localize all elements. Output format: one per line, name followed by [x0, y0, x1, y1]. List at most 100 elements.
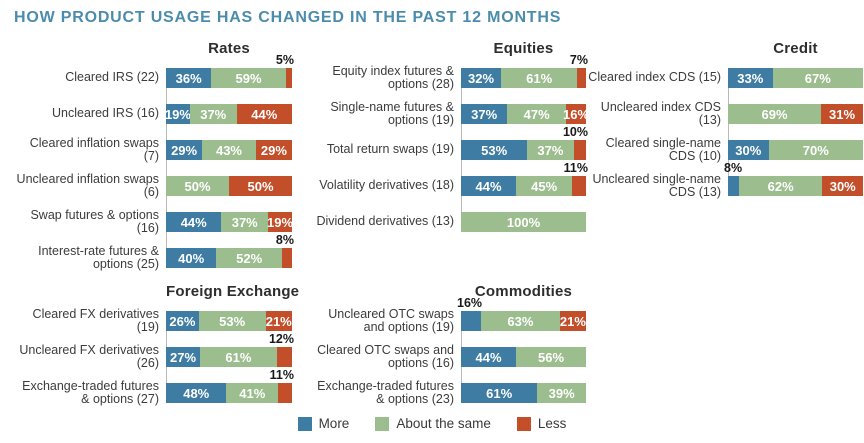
- bar-segment-less: 8%: [276, 233, 294, 268]
- bar-segment-less: 50%: [229, 176, 292, 196]
- bar-segment-about-the-same: 37%: [189, 104, 237, 124]
- bar-segment-more: 61%: [461, 383, 538, 403]
- segment-value-label: 37%: [537, 142, 564, 158]
- segment-value-label: 50%: [247, 178, 274, 194]
- bar-segment-more: 16%: [457, 296, 482, 331]
- segment-value-label: 53%: [481, 142, 508, 158]
- bar-segment-less: 11%: [564, 161, 588, 196]
- bar-category-label: Dividend derivatives (13): [316, 214, 454, 229]
- group-rows: Uncleared OTC swaps and options (19) 16% 6…: [311, 296, 586, 411]
- bar-segment-less: 10%: [563, 125, 588, 160]
- legend-item-less: Less: [516, 416, 567, 431]
- stacked-bar: 50% 50%: [166, 176, 292, 196]
- segment-value-label: 27%: [169, 349, 197, 365]
- bar-row: Single-name futures & options (19) 37% 47%…: [311, 96, 589, 132]
- stacked-bar: 30% 70%: [728, 140, 863, 160]
- bar-segment-about-the-same: 43%: [202, 140, 256, 160]
- segment-value-label: 10%: [562, 125, 588, 139]
- bar-category-label: Exchange-traded futures & options (27): [22, 378, 159, 406]
- bar-category-label: Cleared OTC swaps and options (16): [317, 342, 454, 370]
- segment-value-label: 62%: [767, 178, 794, 194]
- segment-value-label: 100%: [506, 214, 541, 230]
- bar-row: Uncleared OTC swaps and options (19) 16% 6…: [311, 296, 586, 339]
- segment-value-label: 45%: [531, 178, 558, 194]
- segment-value-label: 16%: [457, 296, 483, 310]
- chart-legend: More About the same Less: [0, 416, 864, 431]
- bar-row: Swap futures & options (16) 44% 37% 19%: [16, 204, 293, 240]
- bar-segment-more: 44%: [461, 347, 516, 367]
- stacked-bar: 27% 61% 12%: [166, 332, 294, 367]
- segment-value-label: 11%: [563, 161, 588, 175]
- segment-value-label: 39%: [548, 385, 575, 401]
- segment-value-label: 40%: [178, 250, 205, 266]
- bar-row: Cleared single-name CDS (10) 30% 70%: [578, 132, 863, 168]
- bar-segment-less: 19%: [267, 212, 293, 232]
- group-rows: Cleared IRS (22) 36% 59% 5% Uncleared IRS (1…: [16, 53, 294, 276]
- bar-row: Uncleared FX derivatives (26) 27% 61% 12%: [16, 332, 294, 375]
- segment-value-label: 30%: [829, 178, 856, 194]
- segment-value-label: 56%: [537, 349, 565, 365]
- bar-segment-about-the-same: 61%: [200, 347, 277, 367]
- segment-value-label: 8%: [724, 161, 743, 175]
- bar-segment-more: 53%: [461, 140, 528, 160]
- bar-row: Dividend derivatives (13) 100%: [311, 204, 586, 240]
- legend-item-about-the-same: About the same: [375, 416, 491, 431]
- segment-value-label: 37%: [231, 214, 258, 230]
- bar-row: Cleared FX derivatives (19) 26% 53% 21%: [16, 303, 292, 339]
- segment-value-label: 63%: [507, 313, 534, 329]
- bar-segment-about-the-same: 100%: [461, 212, 586, 232]
- group-title-equities: Equities: [493, 40, 554, 57]
- bar-segment-more: 40%: [166, 248, 217, 268]
- chart-group-foreign-exchange: Foreign Exchange Cleared FX derivatives (…: [16, 283, 299, 411]
- bar-segment-more: 30%: [728, 140, 769, 160]
- legend-item-more: More: [297, 416, 349, 431]
- segment-value-label: 53%: [219, 313, 246, 329]
- stacked-bar: 37% 47% 16%: [461, 104, 589, 124]
- bar-segment-more: 44%: [166, 212, 222, 232]
- stacked-bar: 61% 39%: [461, 383, 586, 403]
- bar-segment-more: 37%: [461, 104, 508, 124]
- stacked-bar: 16% 63% 21%: [457, 296, 586, 331]
- segment-value-label: 11%: [269, 368, 294, 382]
- bar-category-label: Cleared inflation swaps (7): [29, 135, 159, 163]
- bar-segment-more: 29%: [166, 140, 203, 160]
- legend-label: Less: [537, 416, 567, 431]
- bar-category-label: Cleared single-name CDS (10): [605, 135, 721, 163]
- bar-category-label: Total return swaps (19): [326, 142, 454, 157]
- bar-row: Uncleared single-name CDS (13) 8% 62% 30%: [578, 161, 863, 204]
- bar-row: Interest-rate futures & options (25) 40% 5…: [16, 233, 294, 276]
- bar-category-label: Swap futures & options (16): [30, 207, 159, 235]
- bar-segment-more: 19%: [164, 104, 191, 124]
- segment-value-label: 44%: [475, 178, 502, 194]
- bar-segment-about-the-same: 52%: [216, 248, 282, 268]
- bar-segment-less: 12%: [269, 332, 294, 367]
- bar-segment-less: 11%: [270, 368, 294, 403]
- bar-category-label: Equity index futures & options (28): [332, 63, 454, 91]
- bar-segment-more: 8%: [724, 161, 742, 196]
- stacked-bar: 53% 37% 10%: [461, 125, 588, 160]
- segment-value-label: 37%: [200, 106, 227, 122]
- bar-row: Equity index futures & options (28) 32% 61…: [311, 53, 588, 96]
- chart-group-rates: Rates Cleared IRS (22) 36% 59% 5% Uncleared I…: [16, 40, 294, 276]
- bar-row: Exchange-traded futures & options (23) 61…: [311, 375, 586, 411]
- segment-value-label: 37%: [471, 106, 498, 122]
- axis-line: [728, 68, 729, 196]
- bar-row: Uncleared IRS (16) 19% 37% 44%: [16, 96, 292, 132]
- bar-segment-less: 31%: [821, 104, 863, 124]
- chart-group-credit: Credit Cleared index CDS (15) 33% 67% Unclea…: [578, 40, 863, 204]
- bar-segment-more: 48%: [166, 383, 227, 403]
- bar-category-label: Exchange-traded futures & options (23): [317, 378, 454, 406]
- bar-segment-more: 33%: [728, 68, 773, 88]
- stacked-bar: 40% 52% 8%: [166, 233, 294, 268]
- segment-value-label: 8%: [275, 233, 294, 247]
- segment-value-label: 12%: [268, 332, 294, 346]
- segment-value-label: 33%: [737, 70, 764, 86]
- stacked-bar: 26% 53% 21%: [166, 311, 292, 331]
- segment-value-label: 44%: [475, 349, 502, 365]
- bar-category-label: Single-name futures & options (19): [330, 99, 454, 127]
- bar-segment-about-the-same: 69%: [728, 104, 822, 124]
- bar-segment-about-the-same: 62%: [738, 176, 823, 196]
- group-rows: Equity index futures & options (28) 32% 61…: [311, 53, 589, 240]
- segment-value-label: 19%: [164, 106, 191, 122]
